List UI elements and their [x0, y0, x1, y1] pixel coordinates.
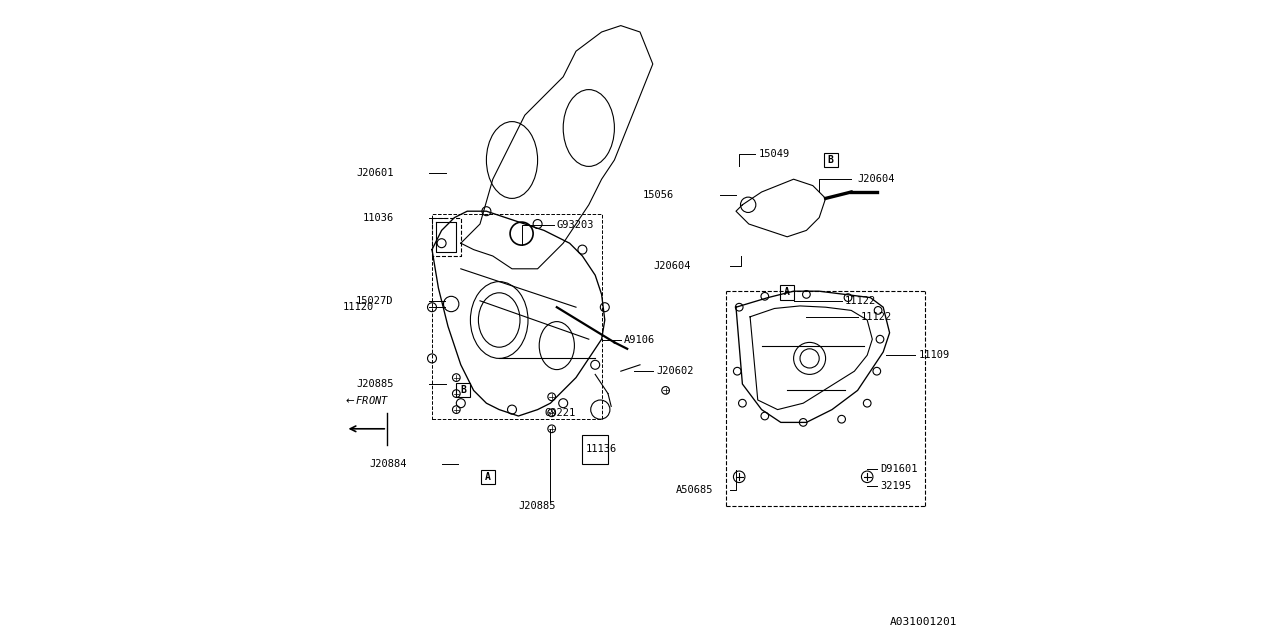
Text: 11120: 11120	[343, 302, 374, 312]
Text: 11036: 11036	[362, 212, 394, 223]
Text: G9221: G9221	[545, 408, 576, 418]
Text: J20604: J20604	[654, 260, 691, 271]
Text: A50685: A50685	[676, 484, 714, 495]
Text: G93203: G93203	[557, 220, 594, 230]
Text: J20885: J20885	[356, 379, 394, 389]
Text: A: A	[485, 472, 490, 482]
Text: J20602: J20602	[657, 366, 694, 376]
Text: D91601: D91601	[881, 464, 918, 474]
Bar	[457, 383, 471, 397]
Bar	[781, 285, 794, 300]
Text: J20601: J20601	[356, 168, 394, 178]
Text: 15049: 15049	[759, 148, 790, 159]
Text: 15056: 15056	[644, 190, 675, 200]
Bar	[481, 470, 495, 484]
Text: A: A	[785, 287, 790, 298]
Text: J20885: J20885	[518, 500, 557, 511]
Text: B: B	[461, 385, 466, 396]
Text: A031001201: A031001201	[890, 617, 957, 627]
Text: 11109: 11109	[919, 350, 950, 360]
Text: B: B	[828, 155, 833, 165]
Text: 11136: 11136	[585, 444, 617, 454]
Bar	[582, 435, 608, 464]
Text: 11122: 11122	[845, 296, 876, 306]
Text: $\leftarrow$FRONT: $\leftarrow$FRONT	[343, 394, 390, 406]
Text: 15027D: 15027D	[356, 296, 394, 306]
Polygon shape	[433, 211, 604, 416]
Polygon shape	[461, 26, 653, 269]
Bar	[824, 153, 838, 167]
Text: 11122: 11122	[860, 312, 892, 322]
Text: J20604: J20604	[858, 174, 895, 184]
Text: J20884: J20884	[369, 459, 407, 469]
Text: 32195: 32195	[881, 481, 911, 492]
Polygon shape	[736, 179, 826, 237]
Text: A9106: A9106	[625, 335, 655, 346]
Polygon shape	[736, 291, 890, 422]
